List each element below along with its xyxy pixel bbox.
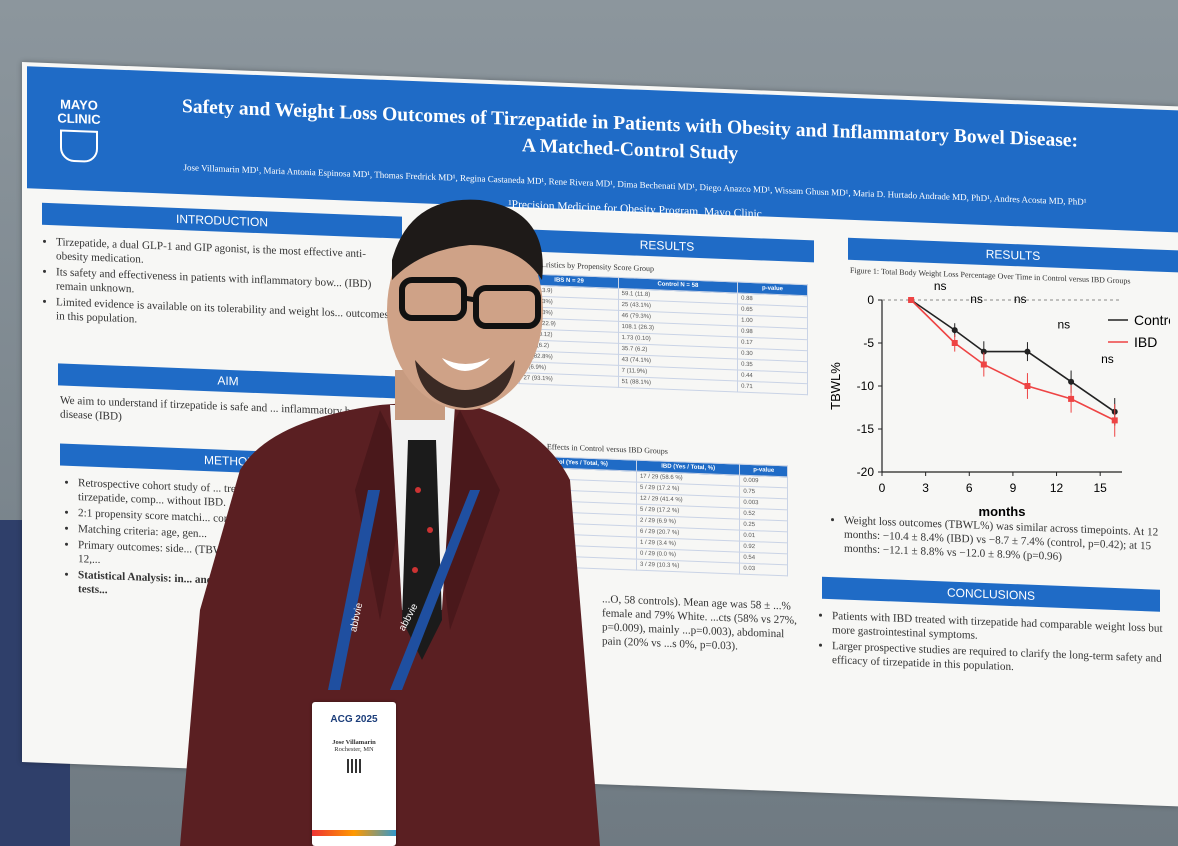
data-point — [1024, 348, 1031, 355]
results-summary-text: ...O, 58 controls). Mean age was 58 ± ..… — [602, 593, 797, 653]
qr-code-icon — [347, 759, 361, 773]
data-point — [1068, 378, 1075, 385]
conference-badge: ACG 2025 Jose Villamarin Rochester, MN — [312, 702, 396, 846]
mayo-shield-icon — [60, 129, 98, 163]
legend-label: Contro — [1134, 312, 1170, 328]
data-point — [1068, 395, 1075, 402]
significance-label: ns — [1014, 292, 1027, 306]
x-tick-label: 0 — [879, 481, 886, 495]
y-tick-label: -10 — [857, 379, 875, 393]
y-tick-label: -15 — [857, 422, 875, 436]
data-point — [908, 297, 915, 303]
conclusions-heading: CONCLUSIONS — [822, 576, 1160, 612]
y-tick-label: -20 — [857, 465, 875, 479]
significance-label: ns — [1057, 318, 1070, 332]
lanyard — [328, 490, 480, 690]
series-line-ibd — [910, 299, 1116, 422]
data-point — [1024, 383, 1031, 389]
badge-color-stripe — [312, 830, 396, 836]
data-point — [951, 340, 958, 346]
series-line-contro — [910, 299, 1116, 413]
x-tick-label: 12 — [1050, 481, 1064, 495]
data-point — [951, 327, 958, 334]
x-tick-label: 15 — [1094, 481, 1108, 495]
data-point — [980, 348, 987, 355]
y-axis-label: TBWL% — [828, 362, 843, 410]
table-cell: 0.71 — [737, 380, 808, 395]
x-axis-label: months — [979, 504, 1026, 519]
mayo-clinic-logo: MAYO CLINIC — [49, 96, 109, 163]
x-tick-label: 6 — [966, 481, 973, 495]
conclusions-text: Patients with IBD treated with tirzepati… — [820, 609, 1164, 682]
table-cell: 0.03 — [739, 563, 788, 576]
x-tick-label: 9 — [1010, 481, 1017, 495]
legend-label: IBD — [1134, 334, 1157, 350]
significance-label: ns — [934, 279, 947, 293]
data-point — [980, 361, 987, 368]
data-point — [1111, 417, 1118, 424]
y-tick-label: 0 — [867, 293, 874, 307]
tbwl-line-chart: 0 -5 -10 -15 -20 0 3 6 9 12 15 months TBWL% Contro IBD… — [828, 279, 1170, 519]
presenter-person — [180, 199, 600, 846]
significance-label: ns — [1101, 352, 1114, 366]
glasses-icon — [399, 277, 541, 329]
significance-label: ns — [970, 292, 983, 306]
y-tick-label: -5 — [863, 336, 874, 350]
x-tick-label: 3 — [922, 481, 929, 495]
